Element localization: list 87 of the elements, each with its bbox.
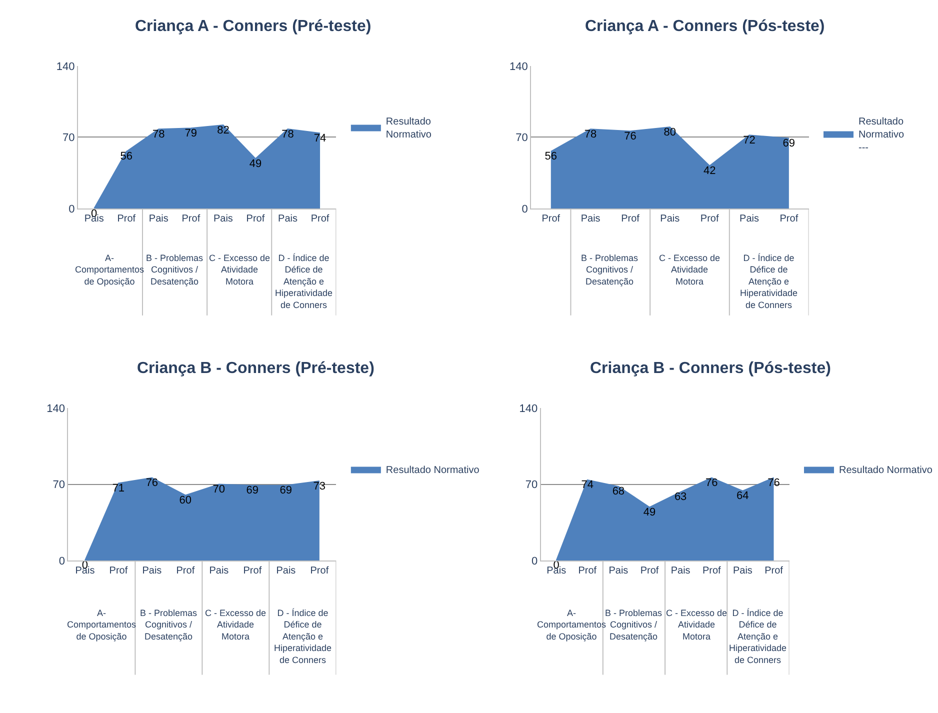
y-tick-label: 70 <box>516 132 528 144</box>
x-tick-label: Prof <box>117 214 136 225</box>
x-tick-label: Prof <box>310 214 330 225</box>
data-label: 70 <box>212 484 226 496</box>
text: A- Comportamentos de Oposição <box>75 253 145 286</box>
x-tick-label: Pais <box>278 214 298 225</box>
x-tick-label: Pais <box>732 565 752 576</box>
x-tick-label: Pais <box>148 214 168 225</box>
chart-title: Criança B - Conners (Pré-teste) <box>137 360 374 377</box>
text: D - Índice de Défice de Atenção e Hiperatividade de Conners <box>740 253 798 310</box>
data-label: 80 <box>664 126 676 138</box>
data-label: 64 <box>736 490 749 502</box>
data-label: 73 <box>313 480 326 492</box>
data-label: 76 <box>624 130 636 142</box>
y-tick-label: 0 <box>531 555 538 568</box>
data-label: 78 <box>152 128 165 140</box>
legend-label: Resultado Normativo <box>839 465 933 476</box>
data-label: 78 <box>584 128 597 140</box>
data-label: 63 <box>674 491 687 504</box>
x-tick-label: Prof <box>310 565 329 576</box>
data-label: 72 <box>743 134 756 146</box>
x-tick-label: Prof <box>640 565 659 576</box>
x-tick-label: Pais <box>740 214 759 225</box>
y-tick-label: 140 <box>509 60 528 73</box>
y-tick-label: 70 <box>62 132 75 144</box>
text: A- Comportamentos de Oposição <box>67 608 137 642</box>
x-tick-label: Pais <box>142 565 162 576</box>
x-tick-label: Prof <box>780 214 798 225</box>
y-tick-label: 140 <box>519 402 538 415</box>
x-tick-label: Pais <box>670 565 690 576</box>
x-tick-label: Prof <box>176 565 195 576</box>
y-tick-label: 0 <box>522 203 528 216</box>
text: D - Índice de Défice de Atenção e Hiperatividade de Conners <box>274 608 332 665</box>
chart-title: Criança B - Conners (Pós-teste) <box>590 360 831 377</box>
x-tick-label: Prof <box>246 214 265 225</box>
text: B - Problemas Cognitivos / Desatenção <box>605 608 663 642</box>
data-label: 76 <box>706 477 718 490</box>
data-label: 74 <box>581 479 594 492</box>
data-label: 76 <box>146 477 158 490</box>
text: D - Índice de Défice de Atenção e Hiperatividade de Conners <box>275 253 333 310</box>
x-tick-label: Pais <box>276 565 296 576</box>
data-label: 49 <box>249 158 262 170</box>
x-tick-label: Prof <box>702 565 722 576</box>
data-label: 82 <box>217 124 230 136</box>
x-tick-label: Pais <box>213 214 233 225</box>
text: D - Índice de Défice de Atenção e Hiperatividade de Conners <box>729 608 787 665</box>
data-label: 49 <box>643 506 656 518</box>
data-label: 42 <box>703 164 716 177</box>
data-label: 78 <box>282 128 294 140</box>
x-tick-label: Pais <box>580 214 600 225</box>
x-tick-label: Pais <box>608 565 628 576</box>
y-tick-label: 70 <box>52 479 66 492</box>
text: C - Excesso de Atividade Motora <box>209 253 270 286</box>
y-tick-label: 0 <box>68 203 75 216</box>
y-tick-label: 70 <box>525 479 538 492</box>
data-label: 76 <box>768 477 780 490</box>
text: C - Excesso de Atividade Motora <box>666 608 728 642</box>
y-tick-label: 0 <box>58 555 66 568</box>
data-label: 69 <box>280 484 292 497</box>
text: B - Problemas Cognitivos / Desatenção <box>581 253 639 286</box>
chart-title: Criança A - Conners (Pré-teste) <box>135 18 372 35</box>
data-label: 69 <box>246 484 259 497</box>
legend-label: Resultado Normativo --- <box>858 116 905 154</box>
data-label: 74 <box>314 132 326 144</box>
y-tick-label: 140 <box>46 402 66 415</box>
legend-label: Resultado Normativo <box>386 116 432 141</box>
x-tick-label: Prof <box>621 214 640 225</box>
x-tick-label: Prof <box>578 565 597 576</box>
data-label: 68 <box>612 486 625 498</box>
x-tick-label: Prof <box>764 565 784 576</box>
x-tick-label: Prof <box>542 214 560 225</box>
x-tick-label: Prof <box>182 214 200 225</box>
x-tick-label: Prof <box>109 565 128 576</box>
chart-title: Criança A - Conners (Pós-teste) <box>585 18 825 35</box>
data-label: 79 <box>184 127 198 140</box>
text: C - Excesso de Atividade Motora <box>205 608 266 642</box>
text: C - Excesso de Atividade Motora <box>659 253 720 286</box>
x-tick-label: Pais <box>660 214 680 225</box>
legend-label: Resultado Normativo <box>386 465 480 476</box>
x-tick-label: Prof <box>243 565 262 576</box>
data-label: 60 <box>179 494 192 506</box>
y-tick-label: 140 <box>56 60 75 73</box>
text: B - Problemas Cognitivos / Desatenção <box>140 608 198 642</box>
x-tick-label: Pais <box>209 565 229 576</box>
text: B - Problemas Cognitivos / Desatenção <box>146 253 204 286</box>
text: A- Comportamentos de Oposição <box>537 608 607 642</box>
x-tick-label: Prof <box>700 214 719 225</box>
